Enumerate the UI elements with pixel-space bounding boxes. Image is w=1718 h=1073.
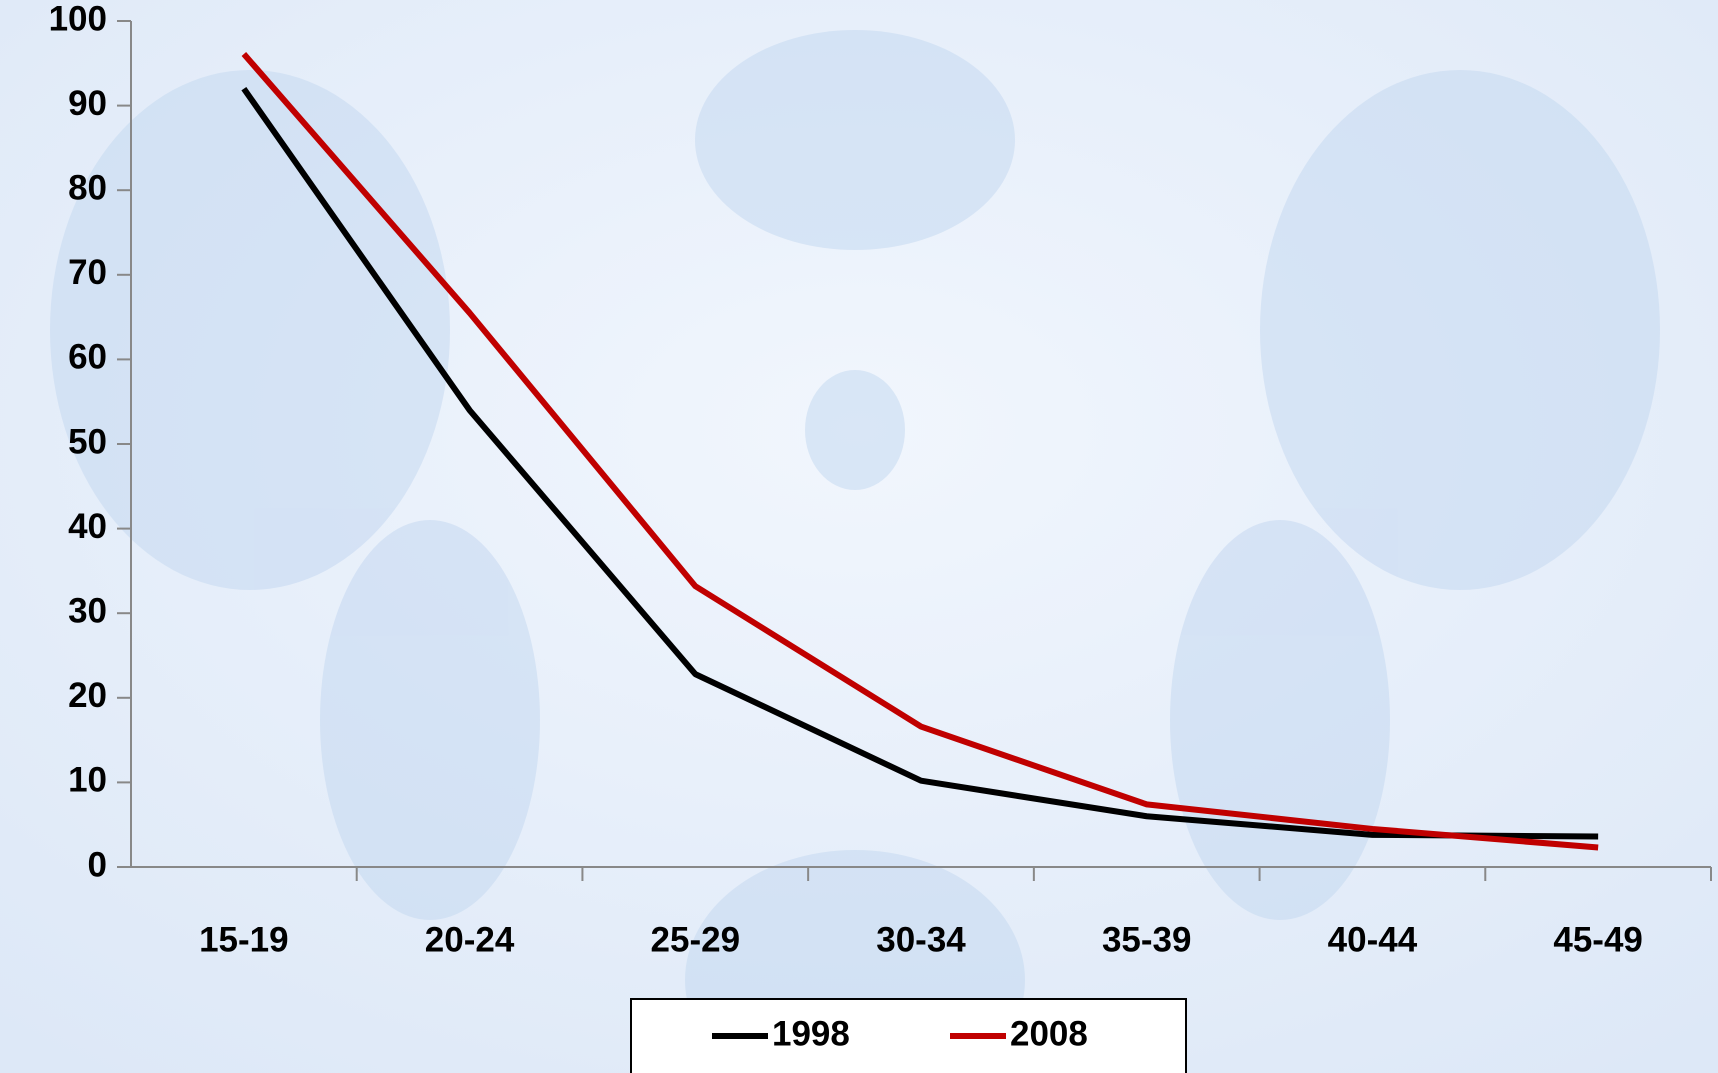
line-series	[241, 86, 1599, 840]
x-tick-label: 35-39	[1102, 920, 1192, 959]
x-tick-label: 15-19	[199, 920, 289, 959]
y-tick-label: 10	[68, 761, 107, 800]
y-tick-label: 100	[49, 0, 107, 38]
line-series	[241, 52, 1599, 851]
y-tick-label: 40	[68, 507, 107, 546]
legend-label: 1998	[772, 1014, 850, 1053]
legend-label: 2008	[1010, 1014, 1088, 1053]
x-tick-label: 40-44	[1328, 920, 1418, 959]
y-tick-label: 30	[68, 591, 107, 630]
y-tick-label: 60	[68, 338, 107, 377]
legend: 1998 2008	[630, 998, 1187, 1073]
x-tick-label: 45-49	[1553, 920, 1643, 959]
y-tick-label: 20	[68, 676, 107, 715]
y-tick-label: 90	[68, 84, 107, 123]
y-tick-label: 80	[68, 168, 107, 207]
y-tick-label: 0	[88, 845, 107, 884]
y-tick-label: 70	[68, 253, 107, 292]
x-tick-label: 25-29	[651, 920, 741, 959]
y-tick-label: 50	[68, 422, 107, 461]
x-tick-label: 30-34	[876, 920, 966, 959]
x-tick-label: 20-24	[425, 920, 515, 959]
